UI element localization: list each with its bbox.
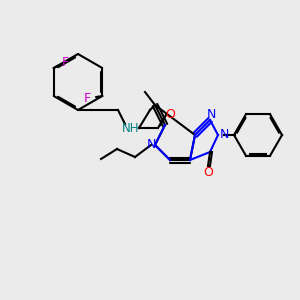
Text: F: F: [84, 92, 91, 106]
Text: F: F: [62, 56, 69, 68]
Text: N: N: [206, 107, 216, 121]
Text: NH: NH: [122, 122, 140, 134]
Text: O: O: [165, 109, 175, 122]
Text: N: N: [146, 139, 156, 152]
Text: N: N: [219, 128, 229, 142]
Text: O: O: [203, 167, 213, 179]
